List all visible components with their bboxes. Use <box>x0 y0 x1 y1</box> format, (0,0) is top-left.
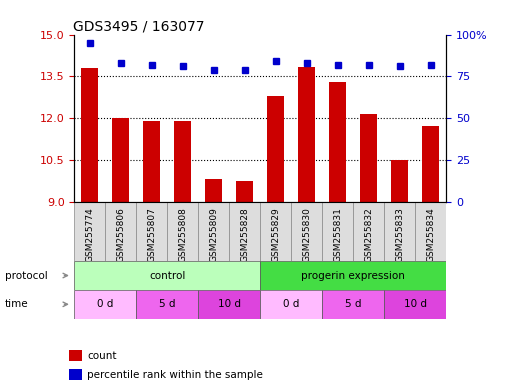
Bar <box>260 290 322 319</box>
Bar <box>322 202 353 261</box>
Text: GSM255806: GSM255806 <box>116 208 125 262</box>
Bar <box>322 290 384 319</box>
Bar <box>143 121 161 202</box>
Text: GSM255828: GSM255828 <box>241 208 249 262</box>
Text: GDS3495 / 163077: GDS3495 / 163077 <box>72 20 204 33</box>
Bar <box>260 202 291 261</box>
Bar <box>74 261 260 290</box>
Bar <box>136 290 199 319</box>
Bar <box>236 181 253 202</box>
Bar <box>391 160 408 202</box>
Text: GSM255808: GSM255808 <box>179 208 187 262</box>
Bar <box>112 118 129 202</box>
Bar <box>199 290 260 319</box>
Text: time: time <box>5 299 29 310</box>
Text: GSM255833: GSM255833 <box>396 208 404 262</box>
Bar <box>199 202 229 261</box>
Text: GSM255830: GSM255830 <box>302 208 311 262</box>
Bar <box>422 126 439 202</box>
Bar <box>329 82 346 202</box>
Text: 5 d: 5 d <box>345 299 362 310</box>
Text: percentile rank within the sample: percentile rank within the sample <box>87 370 263 380</box>
Bar <box>360 114 378 202</box>
Text: progerin expression: progerin expression <box>302 270 405 281</box>
Text: 0 d: 0 d <box>283 299 300 310</box>
Text: control: control <box>149 270 186 281</box>
Bar <box>384 290 446 319</box>
Text: GSM255829: GSM255829 <box>271 208 280 262</box>
Bar <box>74 290 136 319</box>
Bar <box>267 96 284 202</box>
Bar <box>105 202 136 261</box>
Bar <box>136 202 167 261</box>
Text: count: count <box>87 351 117 361</box>
Text: GSM255834: GSM255834 <box>426 208 436 262</box>
Bar <box>416 202 446 261</box>
Text: 10 d: 10 d <box>404 299 427 310</box>
Bar <box>353 202 384 261</box>
Text: 5 d: 5 d <box>159 299 175 310</box>
Bar <box>74 202 105 261</box>
Text: GSM255774: GSM255774 <box>85 208 94 262</box>
Text: GSM255832: GSM255832 <box>364 208 373 262</box>
Text: 0 d: 0 d <box>97 299 113 310</box>
Text: GSM255831: GSM255831 <box>333 208 342 262</box>
Text: 10 d: 10 d <box>218 299 241 310</box>
Bar <box>384 202 416 261</box>
Bar <box>174 121 191 202</box>
Text: protocol: protocol <box>5 270 48 281</box>
Text: GSM255807: GSM255807 <box>147 208 156 262</box>
Bar <box>167 202 199 261</box>
Bar <box>82 68 98 202</box>
Bar <box>205 179 222 202</box>
Bar <box>260 261 446 290</box>
Bar <box>299 66 315 202</box>
Bar <box>291 202 322 261</box>
Bar <box>229 202 260 261</box>
Text: GSM255809: GSM255809 <box>209 208 219 262</box>
